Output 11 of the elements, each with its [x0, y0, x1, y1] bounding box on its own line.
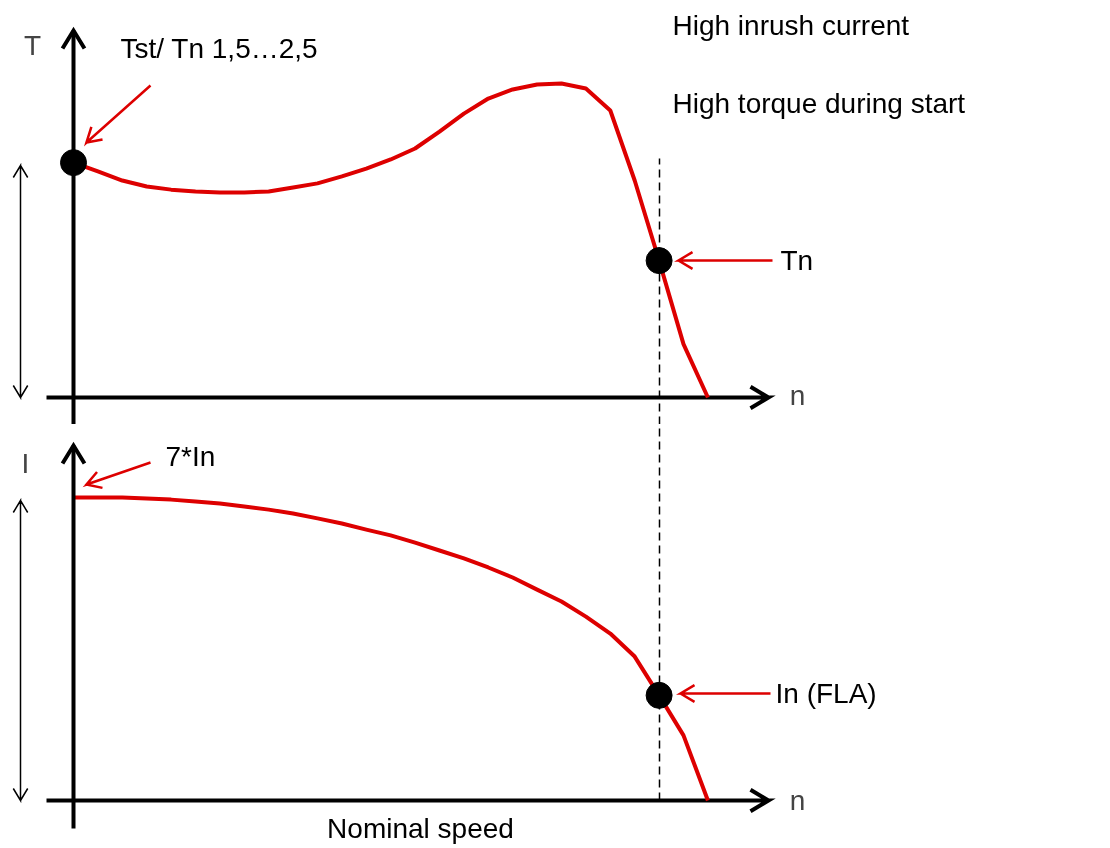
text: Tn [780, 245, 814, 276]
text: Nominal speed [327, 813, 514, 844]
text: In (FLA) [775, 678, 877, 709]
y-axis-title: I [21, 448, 30, 479]
y-axis-title: T [23, 30, 42, 61]
annotation: High torque during start [672, 88, 966, 119]
text: Tst/ Tn 1,5…2,5 [120, 33, 318, 64]
text: 7*In [165, 441, 216, 472]
x-axis-title: n [789, 785, 806, 816]
x-axis-title: n [789, 380, 806, 411]
text: High inrush current [672, 10, 910, 41]
